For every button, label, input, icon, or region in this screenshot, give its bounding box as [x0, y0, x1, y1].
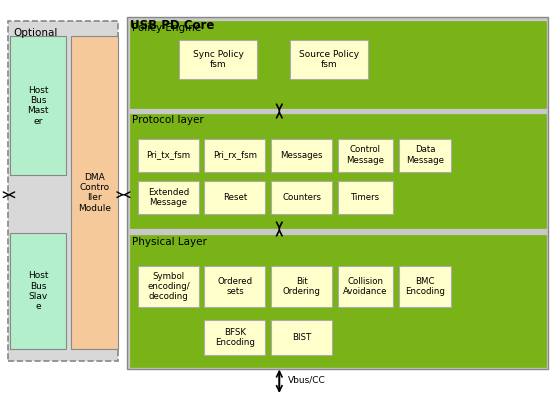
FancyBboxPatch shape	[138, 181, 199, 214]
Text: USB PD Core: USB PD Core	[129, 19, 214, 32]
Text: Bit
Ordering: Bit Ordering	[282, 277, 320, 296]
Text: Reset: Reset	[223, 193, 247, 202]
FancyBboxPatch shape	[271, 320, 332, 355]
Text: Physical Layer: Physical Layer	[132, 237, 207, 247]
Text: Host
Bus
Slav
e: Host Bus Slav e	[28, 271, 49, 312]
Text: BMC
Encoding: BMC Encoding	[405, 277, 445, 296]
FancyBboxPatch shape	[338, 139, 393, 171]
Text: BFSK
Encoding: BFSK Encoding	[215, 328, 255, 348]
FancyBboxPatch shape	[204, 320, 266, 355]
Text: Symbol
encoding/
decoding: Symbol encoding/ decoding	[147, 271, 190, 301]
Text: Sync Policy
fsm: Sync Policy fsm	[193, 50, 244, 69]
Text: Collision
Avoidance: Collision Avoidance	[343, 277, 387, 296]
Text: Ordered
sets: Ordered sets	[218, 277, 253, 296]
FancyBboxPatch shape	[204, 266, 266, 307]
Text: Host
Bus
Mast
er: Host Bus Mast er	[27, 85, 49, 126]
FancyBboxPatch shape	[127, 17, 549, 369]
Text: Pri_rx_fsm: Pri_rx_fsm	[213, 151, 257, 160]
FancyBboxPatch shape	[271, 181, 332, 214]
FancyBboxPatch shape	[398, 139, 451, 171]
FancyBboxPatch shape	[180, 40, 257, 79]
FancyBboxPatch shape	[398, 266, 451, 307]
Text: Extended
Message: Extended Message	[148, 188, 189, 207]
FancyBboxPatch shape	[129, 21, 546, 108]
Text: Timers: Timers	[351, 193, 380, 202]
Text: Optional: Optional	[13, 28, 57, 39]
Text: Policy Engine: Policy Engine	[132, 23, 201, 33]
Text: Control
Message: Control Message	[347, 145, 384, 165]
Text: Pri_tx_fsm: Pri_tx_fsm	[146, 151, 190, 160]
FancyBboxPatch shape	[138, 139, 199, 171]
FancyBboxPatch shape	[11, 36, 66, 175]
FancyBboxPatch shape	[138, 266, 199, 307]
FancyBboxPatch shape	[129, 235, 546, 367]
Text: Vbus/CC: Vbus/CC	[287, 375, 325, 384]
FancyBboxPatch shape	[129, 113, 546, 228]
Text: BIST: BIST	[292, 333, 311, 342]
FancyBboxPatch shape	[338, 266, 393, 307]
FancyBboxPatch shape	[204, 139, 266, 171]
Text: Source Policy
fsm: Source Policy fsm	[299, 50, 359, 69]
Text: Messages: Messages	[280, 151, 323, 160]
Text: DMA
Contro
ller
Module: DMA Contro ller Module	[79, 173, 112, 213]
FancyBboxPatch shape	[71, 36, 118, 349]
FancyBboxPatch shape	[271, 266, 332, 307]
FancyBboxPatch shape	[11, 233, 66, 349]
Text: Counters: Counters	[282, 193, 321, 202]
FancyBboxPatch shape	[204, 181, 266, 214]
FancyBboxPatch shape	[290, 40, 368, 79]
FancyBboxPatch shape	[271, 139, 332, 171]
Text: Data
Message: Data Message	[406, 145, 444, 165]
FancyBboxPatch shape	[338, 181, 393, 214]
FancyBboxPatch shape	[8, 21, 118, 361]
Text: Protocol layer: Protocol layer	[132, 115, 204, 125]
